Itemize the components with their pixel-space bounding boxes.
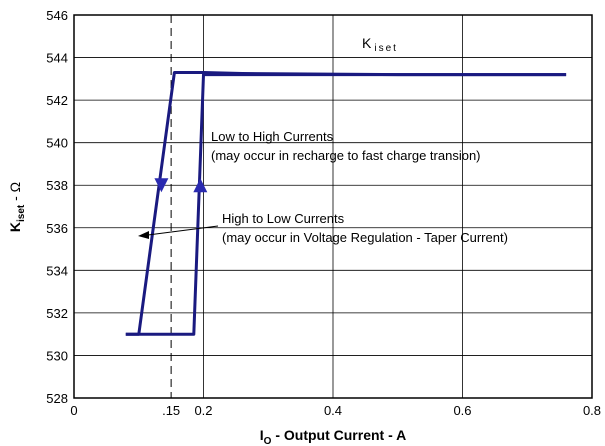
x-tick-label: 0.2 — [194, 403, 212, 418]
annotation-low-to-high-line2: (may occur in recharge to fast charge tr… — [211, 148, 481, 163]
direction-arrow-up — [193, 178, 208, 193]
annotation-pointer-line — [147, 225, 219, 236]
annotation-pointer-arrowhead — [138, 231, 149, 239]
y-axis-label: Kiset - Ω — [7, 182, 27, 232]
x-tick-label: 0.8 — [583, 403, 601, 418]
y-axis-label-rest: - Ω — [7, 182, 23, 205]
y-tick-label: 528 — [46, 391, 68, 406]
chart-title-sub: iset — [374, 43, 398, 54]
y-tick-label: 540 — [46, 136, 68, 151]
x-tick-label: .15 — [162, 403, 180, 418]
y-axis-label-main: K — [7, 222, 23, 232]
y-axis-label-sub: iset — [16, 204, 27, 222]
y-tick-label: 530 — [46, 348, 68, 363]
annotation-low-to-high: Low to High Currents (may occur in recha… — [211, 129, 481, 163]
arrows-group — [154, 178, 208, 193]
x-axis-label: IO - Output Current - A — [260, 427, 406, 446]
y-tick-label: 544 — [46, 51, 68, 66]
x-axis-label-sub: O — [264, 436, 272, 446]
series-line-1 — [125, 73, 567, 336]
annotation-high-to-low-line2: (may occur in Voltage Regulation - Taper… — [222, 230, 508, 245]
x-tick-label: 0 — [70, 403, 77, 418]
y-tick-label: 538 — [46, 178, 68, 193]
x-axis-label-rest: - Output Current - A — [271, 427, 406, 443]
series-line-2 — [125, 71, 567, 336]
y-tick-label: 534 — [46, 263, 68, 278]
series-group — [125, 71, 567, 336]
y-tick-label: 536 — [46, 221, 68, 236]
direction-arrow-down — [154, 178, 169, 193]
x-tick-label: 0.6 — [453, 403, 471, 418]
annotation-high-to-low-line1: High to Low Currents — [222, 211, 345, 226]
annotation-high-to-low: High to Low Currents (may occur in Volta… — [138, 211, 508, 245]
y-tick-labels: 528 530 532 534 536 538 540 542 544 546 — [46, 8, 68, 406]
grid — [73, 14, 593, 399]
y-tick-label: 532 — [46, 306, 68, 321]
y-tick-label: 546 — [46, 8, 68, 23]
x-axis-label-main: I — [260, 427, 264, 443]
annotation-low-to-high-line1: Low to High Currents — [211, 129, 334, 144]
plot-frame — [73, 14, 593, 399]
x-tick-labels: 0 .15 0.2 0.4 0.6 0.8 — [70, 403, 601, 418]
x-tick-label: 0.4 — [324, 403, 342, 418]
y-tick-label: 542 — [46, 93, 68, 108]
chart-title-main: K — [362, 35, 372, 51]
